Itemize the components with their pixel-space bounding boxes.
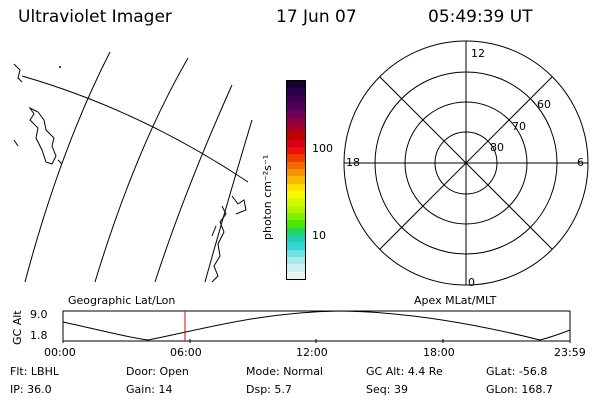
info-gc-alt: GC Alt: 4.4 Re [366,365,443,378]
colorbar-band [287,154,305,162]
colorbar-band [287,198,305,206]
colorbar-band [287,110,305,118]
lat-60-label: 60 [537,98,551,111]
info-mode: Mode: Normal [246,365,323,378]
mlt-0-label: 0 [468,276,475,289]
colorbar-band [287,95,305,103]
polar-grid [343,40,589,286]
colorbar-band [287,271,305,279]
colorbar-band [287,168,305,177]
colorbar-band [287,117,305,125]
colorbar-band [287,249,305,257]
alt-ymax-label: 9.0 [30,308,48,321]
info-dsp: Dsp: 5.7 [246,383,292,396]
alt-axis-label: GC Alt [11,310,24,345]
date-label: 17 Jun 07 [276,7,357,27]
colorbar-band [287,256,305,265]
colorbar-band [287,234,305,243]
colorbar-band [287,212,305,221]
info-door: Door: Open [126,365,189,378]
colorbar-band [287,190,305,199]
x-tick-1: 06:00 [170,346,202,359]
colorbar-label: photon cm⁻²s⁻¹ [261,154,274,240]
colorbar-band [287,183,305,191]
alt-ymin-label: 1.8 [30,329,48,342]
lat-80-label: 80 [490,141,504,154]
colorbar-band [287,88,305,96]
lat-70-label: 70 [512,120,526,133]
mlt-18-label: 18 [346,156,360,169]
colorbar-band [287,227,305,235]
colorbar-band [287,124,305,133]
colorbar-band [287,161,305,169]
info-seq: Seq: 39 [366,383,408,396]
time-label: 05:49:39 UT [428,7,533,27]
x-tick-0: 00:00 [44,346,76,359]
colorbar-band [287,264,305,272]
colorbar [286,80,306,280]
x-tick-2: 12:00 [296,346,328,359]
x-tick-4: 23:59 [554,346,586,359]
colorbar-band [287,220,305,228]
instrument-title: Ultraviolet Imager [18,7,172,27]
colorbar-tick-10: 10 [312,229,326,242]
colorbar-band [287,205,305,213]
colorbar-tick-100: 100 [312,142,333,155]
colorbar-band [287,139,305,147]
info-glon: GLon: 168.7 [486,383,553,396]
colorbar-band [287,132,305,140]
colorbar-band [287,146,305,155]
info-ip: IP: 36.0 [10,383,52,396]
colorbar-band [287,242,305,250]
altitude-plot [62,310,571,343]
apex-panel-title: Apex MLat/MLT [414,294,497,307]
info-flt: Flt: LBHL [10,365,59,378]
geographic-panel-title: Geographic Lat/Lon [68,294,176,307]
mlt-6-label: 6 [577,156,584,169]
info-glat: GLat: -56.8 [486,365,548,378]
info-gain: Gain: 14 [126,383,173,396]
mlt-12-label: 12 [471,47,485,60]
x-tick-3: 18:00 [423,346,455,359]
colorbar-band [287,81,305,89]
colorbar-band [287,176,305,184]
colorbar-band [287,102,305,111]
